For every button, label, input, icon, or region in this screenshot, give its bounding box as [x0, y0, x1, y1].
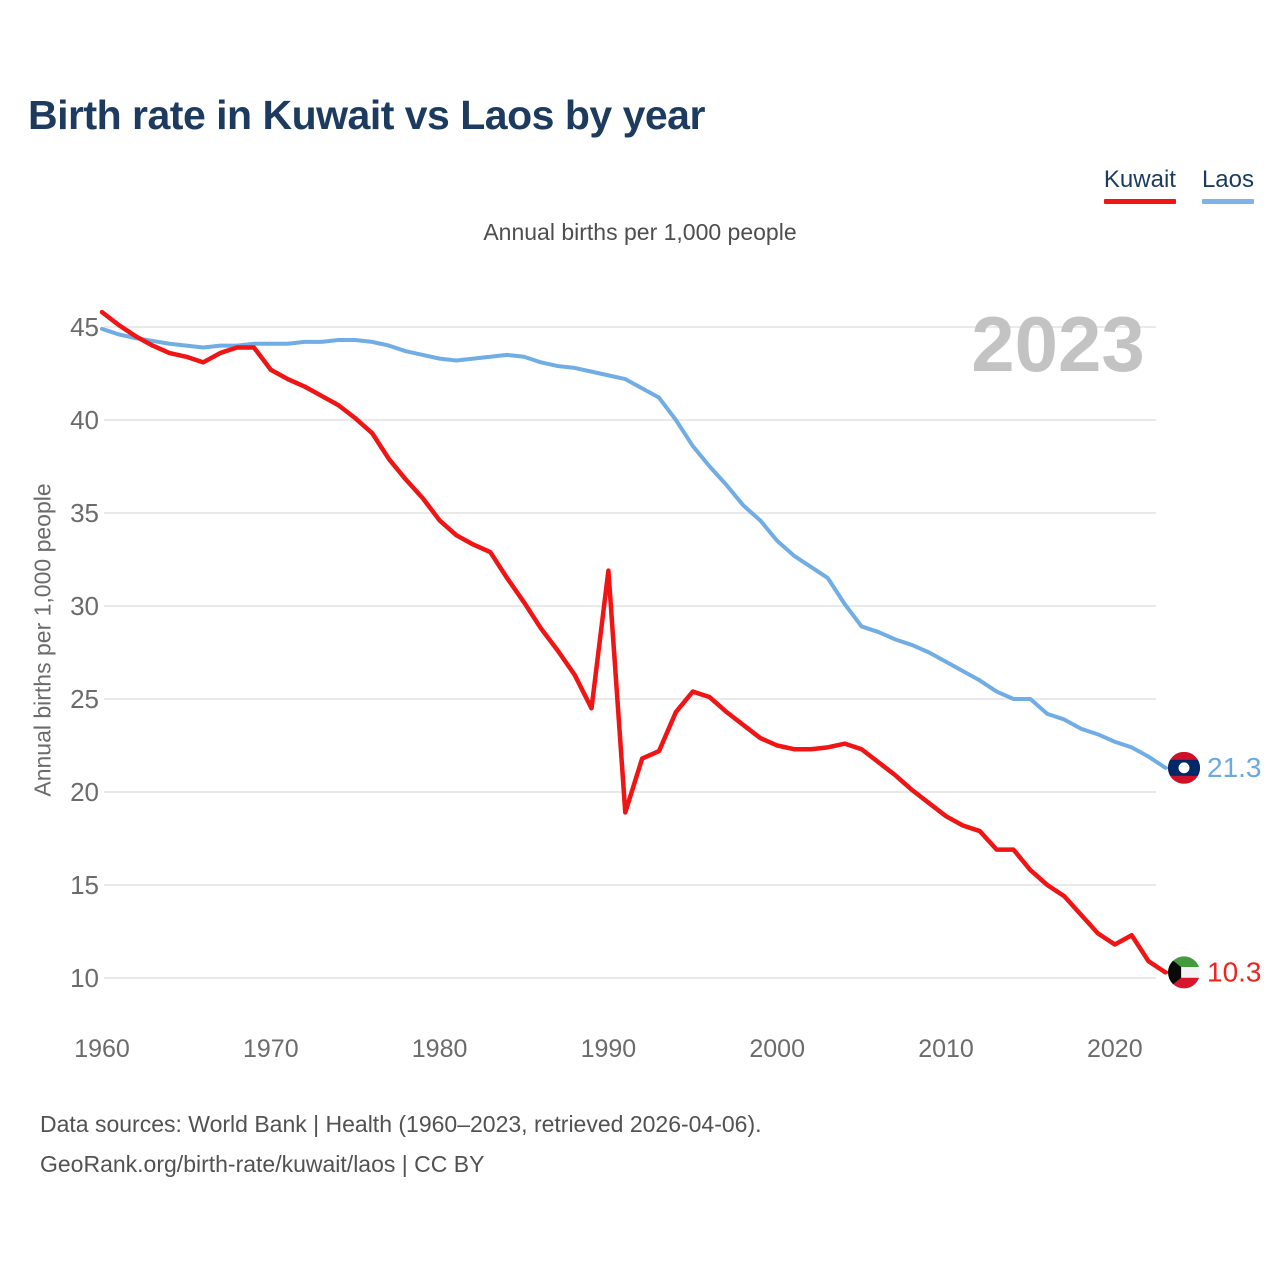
legend-item-laos[interactable]: Laos	[1201, 166, 1254, 204]
watermark-year: 2023	[971, 300, 1145, 388]
y-tick-10: 10	[70, 963, 99, 993]
legend: Kuwait Laos	[1103, 166, 1254, 204]
footer-sources: Data sources: World Bank | Health (1960–…	[40, 1111, 762, 1137]
legend-label-laos: Laos	[1201, 166, 1254, 193]
x-tick-2000: 2000	[749, 1035, 805, 1063]
kuwait-end-value: 10.3	[1207, 956, 1262, 987]
laos-end-value: 21.3	[1207, 752, 1262, 783]
y-tick-25: 25	[70, 684, 99, 714]
y-tick-45: 45	[70, 312, 99, 342]
laos-line[interactable]	[100, 326, 1168, 770]
legend-underline-laos	[1201, 199, 1254, 204]
kuwait-flag-icon	[1168, 956, 1200, 989]
y-tick-40: 40	[70, 405, 99, 435]
x-tick-2020: 2020	[1087, 1035, 1143, 1063]
laos-flag-icon	[1168, 751, 1200, 784]
y-tick-20: 20	[70, 777, 99, 807]
y-tick-15: 15	[70, 870, 99, 900]
x-tick-1980: 1980	[412, 1035, 468, 1063]
page-title: Birth rate in Kuwait vs Laos by year	[28, 92, 705, 138]
kuwait-line[interactable]	[99, 309, 1168, 975]
footer-attribution: GeoRank.org/birth-rate/kuwait/laos | CC …	[40, 1151, 485, 1177]
chart-subtitle: Annual births per 1,000 people	[483, 219, 797, 245]
x-tick-1960: 1960	[74, 1035, 130, 1063]
legend-underline-kuwait	[1103, 199, 1176, 204]
x-tick-1990: 1990	[581, 1035, 637, 1063]
y-tick-35: 35	[70, 498, 99, 528]
footer: Data sources: World Bank | Health (1960–…	[40, 1104, 762, 1184]
legend-item-kuwait[interactable]: Kuwait	[1103, 166, 1176, 204]
x-tick-1970: 1970	[243, 1035, 299, 1063]
legend-label-kuwait: Kuwait	[1103, 166, 1176, 193]
x-tick-2010: 2010	[918, 1035, 974, 1063]
y-tick-30: 30	[70, 591, 99, 621]
